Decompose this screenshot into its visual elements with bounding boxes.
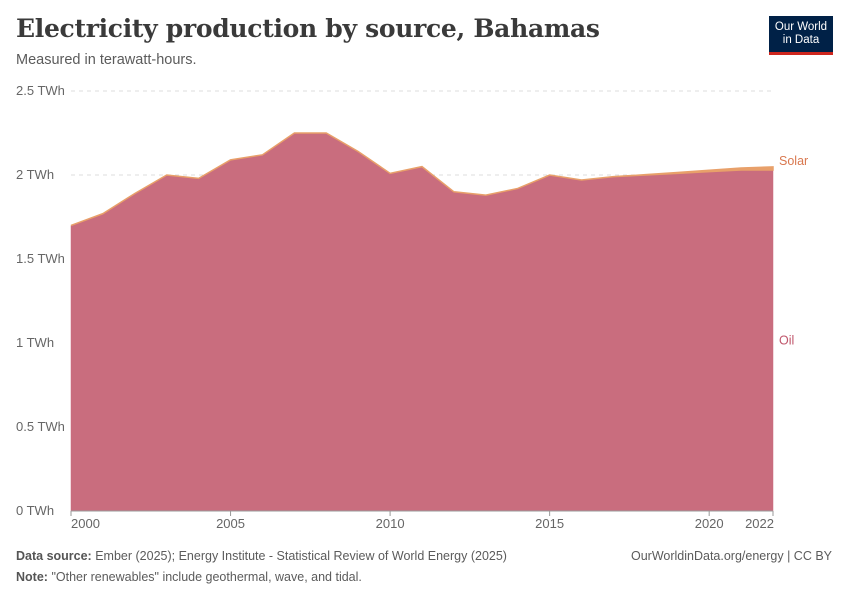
credit-link[interactable]: OurWorldinData.org/energy | CC BY bbox=[630, 549, 832, 563]
x-tick-label: 2000 bbox=[71, 516, 100, 531]
x-axis-ticks: 2000 2005 2010 2015 2020 2022 bbox=[70, 510, 774, 531]
chart-note: Note: "Other renewables" include geother… bbox=[16, 570, 362, 584]
y-axis-ticks: 0 TWh 0.5 TWh 1 TWh 1.5 TWh 2 TWh 2.5 TWh bbox=[16, 83, 65, 518]
series-label-solar[interactable]: Solar bbox=[779, 154, 808, 168]
chart-subtitle: Measured in terawatt-hours. bbox=[16, 52, 197, 68]
series-label-oil[interactable]: Oil bbox=[779, 333, 794, 347]
y-tick-label: 2 TWh bbox=[16, 167, 54, 182]
x-tick-label: 2022 bbox=[745, 516, 774, 531]
logo-line-2: in Data bbox=[782, 34, 820, 46]
data-source-label: Data source: bbox=[16, 549, 92, 563]
series-areas bbox=[70, 132, 774, 512]
data-source-text: Ember (2025); Energy Institute - Statist… bbox=[95, 549, 507, 563]
note-label: Note: bbox=[16, 570, 48, 584]
series-labels: Oil Solar bbox=[779, 154, 808, 348]
data-source: Data source: Ember (2025); Energy Instit… bbox=[16, 549, 507, 563]
area-solar[interactable] bbox=[70, 132, 774, 227]
y-tick-label: 1 TWh bbox=[16, 335, 54, 350]
y-tick-label: 1.5 TWh bbox=[16, 251, 65, 266]
x-tick-label: 2010 bbox=[376, 516, 405, 531]
note-text: "Other renewables" include geothermal, w… bbox=[51, 570, 362, 584]
logo-line-1: Our World bbox=[774, 21, 828, 33]
x-tick-label: 2015 bbox=[535, 516, 564, 531]
owid-logo[interactable]: Our World in Data bbox=[769, 16, 833, 55]
y-tick-label: 0 TWh bbox=[16, 503, 54, 518]
x-tick-label: 2020 bbox=[695, 516, 724, 531]
x-tick-label: 2005 bbox=[216, 516, 245, 531]
area-chart: 0 TWh 0.5 TWh 1 TWh 1.5 TWh 2 TWh 2.5 TWh 200… bbox=[16, 83, 808, 531]
y-tick-label: 0.5 TWh bbox=[16, 419, 65, 434]
chart-title: Electricity production by source, Bahama… bbox=[16, 14, 600, 43]
area-oil[interactable] bbox=[70, 132, 774, 512]
y-tick-label: 2.5 TWh bbox=[16, 83, 65, 98]
